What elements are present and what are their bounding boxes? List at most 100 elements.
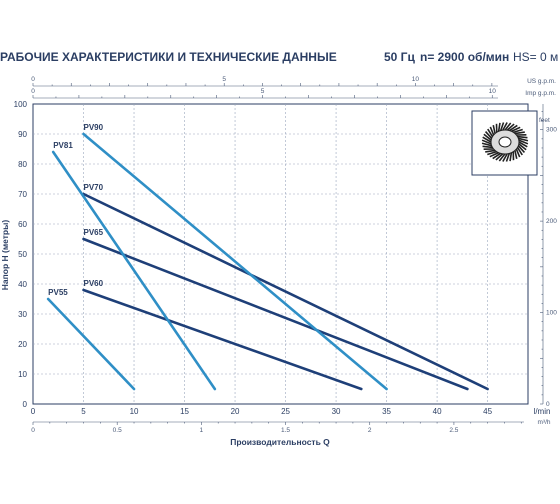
speed-label: n= 2900 об/мин xyxy=(420,50,510,64)
series-label-pv81: PV81 xyxy=(53,141,73,150)
impeller-vane xyxy=(517,145,526,153)
series-label-pv90: PV90 xyxy=(84,123,104,132)
x-tick-label: 45 xyxy=(483,407,492,416)
right-axis-tick-label: 0 xyxy=(546,401,550,408)
top-axis-tick-label: 10 xyxy=(412,76,420,83)
right-axis-tick-label: 100 xyxy=(546,310,557,317)
impeller-vane xyxy=(487,128,494,138)
impeller-vane xyxy=(482,145,493,149)
impeller-vane xyxy=(492,152,502,160)
x-tick-label: 20 xyxy=(231,407,240,416)
impeller-vane xyxy=(481,142,492,147)
y-tick-label: 10 xyxy=(18,370,27,379)
impeller-vane xyxy=(502,122,508,131)
x-tick-label: 30 xyxy=(332,407,341,416)
page-title: РАБОЧИЕ ХАРАКТЕРИСТИКИ И ТЕХНИЧЕСКИЕ ДАН… xyxy=(0,50,337,64)
impeller-vane xyxy=(497,122,501,132)
bottom-axis-unit: m³/h xyxy=(538,419,551,426)
impeller-vane xyxy=(492,125,496,134)
y-tick-label: 60 xyxy=(18,220,27,229)
x-tick-label: 0 xyxy=(31,407,36,416)
impeller-vane xyxy=(489,151,499,158)
impeller-vane xyxy=(518,139,529,145)
impeller-vane xyxy=(516,146,523,156)
y-tick-label: 0 xyxy=(23,400,28,409)
impeller-vane xyxy=(514,131,525,135)
right-axis-tick-label: 200 xyxy=(546,218,557,225)
right-axis-unit: feet xyxy=(539,117,550,124)
bottom-axis-tick-label: 1.5 xyxy=(281,427,290,434)
impeller-vane xyxy=(506,123,515,131)
top-axis-tick-label: 10 xyxy=(489,88,497,95)
impeller-icon xyxy=(471,110,538,176)
top-axis-unit: Imp g.p.m. xyxy=(525,90,556,97)
impeller-vane xyxy=(515,148,521,158)
impeller-vane xyxy=(518,137,529,142)
bottom-axis-tick-label: 2.5 xyxy=(449,427,458,434)
impeller-center xyxy=(498,136,512,148)
bottom-axis-tick-label: 2 xyxy=(368,427,372,434)
series-label-pv70: PV70 xyxy=(84,183,104,192)
frequency-label: 50 Гц xyxy=(384,50,415,64)
y-tick-label: 40 xyxy=(18,280,27,289)
series-pv81 xyxy=(51,150,217,391)
impeller-vane xyxy=(481,139,492,145)
x-tick-label: 5 xyxy=(81,407,86,416)
top-axis-tick-label: 0 xyxy=(31,76,35,83)
x-unit-label: l/min xyxy=(534,407,551,416)
series-label-pv65: PV65 xyxy=(84,228,104,237)
y-tick-label: 80 xyxy=(18,160,27,169)
impeller-vane xyxy=(484,131,493,139)
x-tick-label: 25 xyxy=(281,407,290,416)
impeller-vane xyxy=(502,153,508,162)
series-label-pv60: PV60 xyxy=(84,279,104,288)
impeller-vane xyxy=(514,150,518,159)
y-tick-label: 90 xyxy=(18,130,27,139)
y-tick-label: 100 xyxy=(14,100,28,109)
impeller-vane xyxy=(487,150,498,156)
chart-series: PV55 PV60 PV65 PV70 PV81 PV90 xyxy=(46,123,489,391)
y-tick-label: 20 xyxy=(18,340,27,349)
right-axis-tick-label: 300 xyxy=(546,127,557,134)
bottom-axis-tick-label: 0.5 xyxy=(113,427,122,434)
top-axis-unit: US g.p.m. xyxy=(527,78,556,85)
series-pv90 xyxy=(82,132,388,391)
y-tick-label: 70 xyxy=(18,190,27,199)
x-axis-label: Производительность Q xyxy=(230,437,330,447)
y-tick-label: 50 xyxy=(18,250,27,259)
top-axis-tick-label: 5 xyxy=(222,76,226,83)
impeller-vane xyxy=(512,128,523,134)
series-label-pv55: PV55 xyxy=(48,288,68,297)
bottom-axis-tick-label: 1 xyxy=(200,427,204,434)
impeller-vane xyxy=(517,135,528,139)
impeller-vane xyxy=(509,152,513,162)
series-pv70 xyxy=(82,192,489,391)
impeller-vane xyxy=(482,136,492,143)
x-tick-label: 40 xyxy=(433,407,442,416)
bottom-axis-tick-label: 0 xyxy=(31,427,35,434)
impeller-vane xyxy=(505,153,511,162)
top-axis-tick-label: 0 xyxy=(31,88,35,95)
y-tick-label: 30 xyxy=(18,310,27,319)
x-tick-label: 10 xyxy=(130,407,139,416)
impeller-vane xyxy=(504,122,512,131)
impeller-vane xyxy=(489,126,495,136)
impeller-vane xyxy=(485,149,496,153)
impeller-vane xyxy=(518,141,528,148)
impeller-vane xyxy=(511,126,521,133)
series-pv60 xyxy=(82,288,363,391)
impeller-vane xyxy=(508,124,518,132)
impeller-vane xyxy=(495,153,504,161)
impeller-vane xyxy=(499,122,505,131)
x-tick-label: 35 xyxy=(382,407,391,416)
y-axis-label: Напор H (метры) xyxy=(0,220,10,291)
impeller-vane xyxy=(518,143,527,151)
series-pv55 xyxy=(46,297,136,391)
suction-height-label: HS= 0 м xyxy=(513,50,559,64)
x-tick-label: 15 xyxy=(180,407,189,416)
impeller-vane xyxy=(498,153,506,162)
top-axis-tick-label: 5 xyxy=(261,88,265,95)
series-pv65 xyxy=(82,237,469,391)
